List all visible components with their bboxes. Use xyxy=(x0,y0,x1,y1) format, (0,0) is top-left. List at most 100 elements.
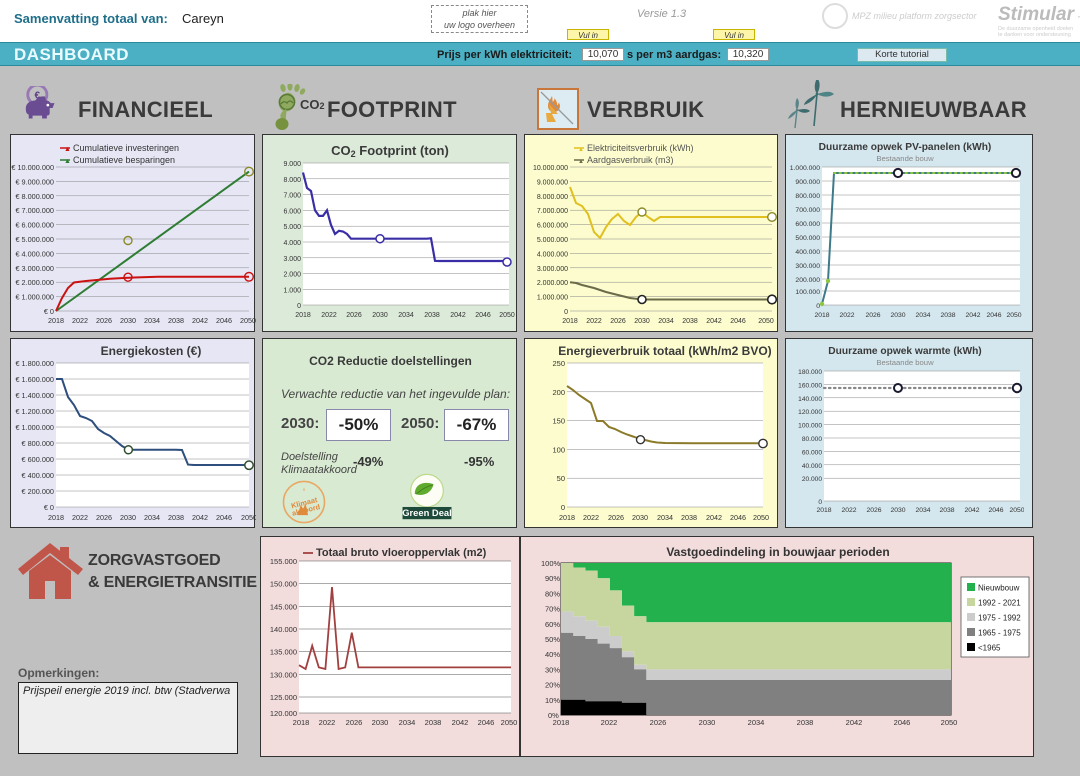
svg-text:€ 600.000: € 600.000 xyxy=(22,455,54,464)
svg-text:70%: 70% xyxy=(545,605,560,614)
svg-text:7.000: 7.000 xyxy=(283,193,301,200)
svg-text:2030: 2030 xyxy=(372,312,388,319)
svg-text:2038: 2038 xyxy=(168,316,184,325)
svg-text:2034: 2034 xyxy=(658,318,674,325)
svg-text:€ 9.000.000: € 9.000.000 xyxy=(15,177,54,186)
svg-text:160.000: 160.000 xyxy=(798,382,822,389)
svg-text:2022: 2022 xyxy=(601,718,618,727)
svg-text:8.000.000: 8.000.000 xyxy=(537,194,568,201)
svg-text:€ 8.000.000: € 8.000.000 xyxy=(15,192,54,201)
svg-text:2026: 2026 xyxy=(650,718,667,727)
svg-text:155.000: 155.000 xyxy=(270,557,297,566)
svg-text:5.000: 5.000 xyxy=(283,224,301,231)
svg-text:€ 1.400.000: € 1.400.000 xyxy=(15,391,54,400)
svg-text:2030: 2030 xyxy=(634,318,650,325)
svg-text:6.000.000: 6.000.000 xyxy=(537,223,568,230)
svg-text:€ 5.000.000: € 5.000.000 xyxy=(15,235,54,244)
svg-text:2034: 2034 xyxy=(657,513,673,522)
svg-text:100%: 100% xyxy=(541,559,561,568)
svg-text:2018: 2018 xyxy=(562,318,578,325)
svg-text:▲: ▲ xyxy=(578,159,584,165)
svg-text:2050: 2050 xyxy=(1006,312,1021,319)
svg-text:2018: 2018 xyxy=(559,513,575,522)
svg-text:3.000: 3.000 xyxy=(283,256,301,263)
svg-text:1992 - 2021: 1992 - 2021 xyxy=(978,599,1021,608)
svg-text:2042: 2042 xyxy=(192,316,208,325)
svg-text:2026: 2026 xyxy=(608,513,624,522)
svg-text:Aardgasverbruik (m3): Aardgasverbruik (m3) xyxy=(587,155,674,165)
svg-text:4.000.000: 4.000.000 xyxy=(537,251,568,258)
svg-text:2026: 2026 xyxy=(96,513,112,522)
svg-text:2050: 2050 xyxy=(499,312,515,319)
svg-text:€ 7.000.000: € 7.000.000 xyxy=(15,206,54,215)
svg-text:2018: 2018 xyxy=(816,507,831,514)
svg-text:2034: 2034 xyxy=(748,718,765,727)
svg-text:2022: 2022 xyxy=(839,312,854,319)
svg-text:2046: 2046 xyxy=(216,316,232,325)
svg-text:€ 200.000: € 200.000 xyxy=(22,487,54,496)
svg-text:CO2 Footprint (ton): CO2 Footprint (ton) xyxy=(331,143,449,159)
svg-text:20%: 20% xyxy=(545,681,560,690)
svg-text:4.000: 4.000 xyxy=(283,240,301,247)
svg-text:40.000: 40.000 xyxy=(802,463,823,470)
svg-text:20.000: 20.000 xyxy=(802,476,823,483)
svg-text:2.000: 2.000 xyxy=(283,272,301,279)
svg-text:Bestaande bouw: Bestaande bouw xyxy=(876,358,934,367)
svg-text:2034: 2034 xyxy=(144,316,160,325)
svg-text:2018: 2018 xyxy=(48,316,64,325)
svg-text:2046: 2046 xyxy=(730,318,746,325)
svg-text:3.000.000: 3.000.000 xyxy=(537,266,568,273)
svg-text:120.000: 120.000 xyxy=(270,709,297,718)
svg-text:2030: 2030 xyxy=(372,718,389,727)
svg-text:Cumulatieve investeringen: Cumulatieve investeringen xyxy=(73,143,179,153)
svg-text:2022: 2022 xyxy=(586,318,602,325)
svg-text:2026: 2026 xyxy=(96,316,112,325)
svg-text:2022: 2022 xyxy=(319,718,336,727)
svg-text:200.000: 200.000 xyxy=(795,277,820,284)
svg-text:50%: 50% xyxy=(545,635,560,644)
svg-text:▲: ▲ xyxy=(64,158,71,165)
svg-text:Totaal bruto vloeroppervlak (m: Totaal bruto vloeroppervlak (m2) xyxy=(316,547,487,559)
svg-text:2026: 2026 xyxy=(610,318,626,325)
svg-text:300.000: 300.000 xyxy=(795,263,820,270)
svg-text:600.000: 600.000 xyxy=(795,221,820,228)
svg-text:100.000: 100.000 xyxy=(798,423,822,430)
svg-text:0: 0 xyxy=(561,503,565,512)
svg-text:1.000.000: 1.000.000 xyxy=(537,295,568,302)
svg-text:2042: 2042 xyxy=(706,513,722,522)
svg-text:125.000: 125.000 xyxy=(270,693,297,702)
svg-text:150.000: 150.000 xyxy=(270,580,297,589)
svg-text:2030: 2030 xyxy=(120,513,136,522)
svg-text:€ 1.600.000: € 1.600.000 xyxy=(15,375,54,384)
svg-text:2026: 2026 xyxy=(346,718,363,727)
svg-text:2030: 2030 xyxy=(120,316,136,325)
svg-text:10%: 10% xyxy=(545,696,560,705)
svg-text:€ 3.000.000: € 3.000.000 xyxy=(15,264,54,273)
svg-text:2026: 2026 xyxy=(346,312,362,319)
svg-text:2042: 2042 xyxy=(450,312,466,319)
svg-text:2046: 2046 xyxy=(478,718,495,727)
svg-text:Elektriciteitsverbruik (kWh): Elektriciteitsverbruik (kWh) xyxy=(587,143,694,153)
svg-text:Vastgoedindeling in bouwjaar p: Vastgoedindeling in bouwjaar perioden xyxy=(666,545,889,559)
svg-text:1.000.000: 1.000.000 xyxy=(790,165,820,172)
svg-text:Bestaande bouw: Bestaande bouw xyxy=(876,154,934,163)
svg-text:0: 0 xyxy=(297,303,301,310)
svg-text:€ 0: € 0 xyxy=(44,503,54,512)
svg-text:2034: 2034 xyxy=(915,507,930,514)
svg-text:100.000: 100.000 xyxy=(795,289,820,296)
svg-text:2050: 2050 xyxy=(501,718,518,727)
svg-text:2.000.000: 2.000.000 xyxy=(537,280,568,287)
svg-text:2034: 2034 xyxy=(915,312,930,319)
svg-text:2050: 2050 xyxy=(241,513,256,522)
svg-text:2046: 2046 xyxy=(730,513,746,522)
svg-text:200: 200 xyxy=(552,388,565,397)
svg-text:800.000: 800.000 xyxy=(795,193,820,200)
svg-text:2018: 2018 xyxy=(293,718,310,727)
svg-text:Energiekosten (€): Energiekosten (€) xyxy=(101,344,202,358)
svg-text:5.000.000: 5.000.000 xyxy=(537,237,568,244)
svg-text:2030: 2030 xyxy=(890,507,905,514)
svg-text:30%: 30% xyxy=(545,665,560,674)
svg-text:120.000: 120.000 xyxy=(798,409,822,416)
svg-text:2018: 2018 xyxy=(553,718,570,727)
svg-text:135.000: 135.000 xyxy=(270,648,297,657)
